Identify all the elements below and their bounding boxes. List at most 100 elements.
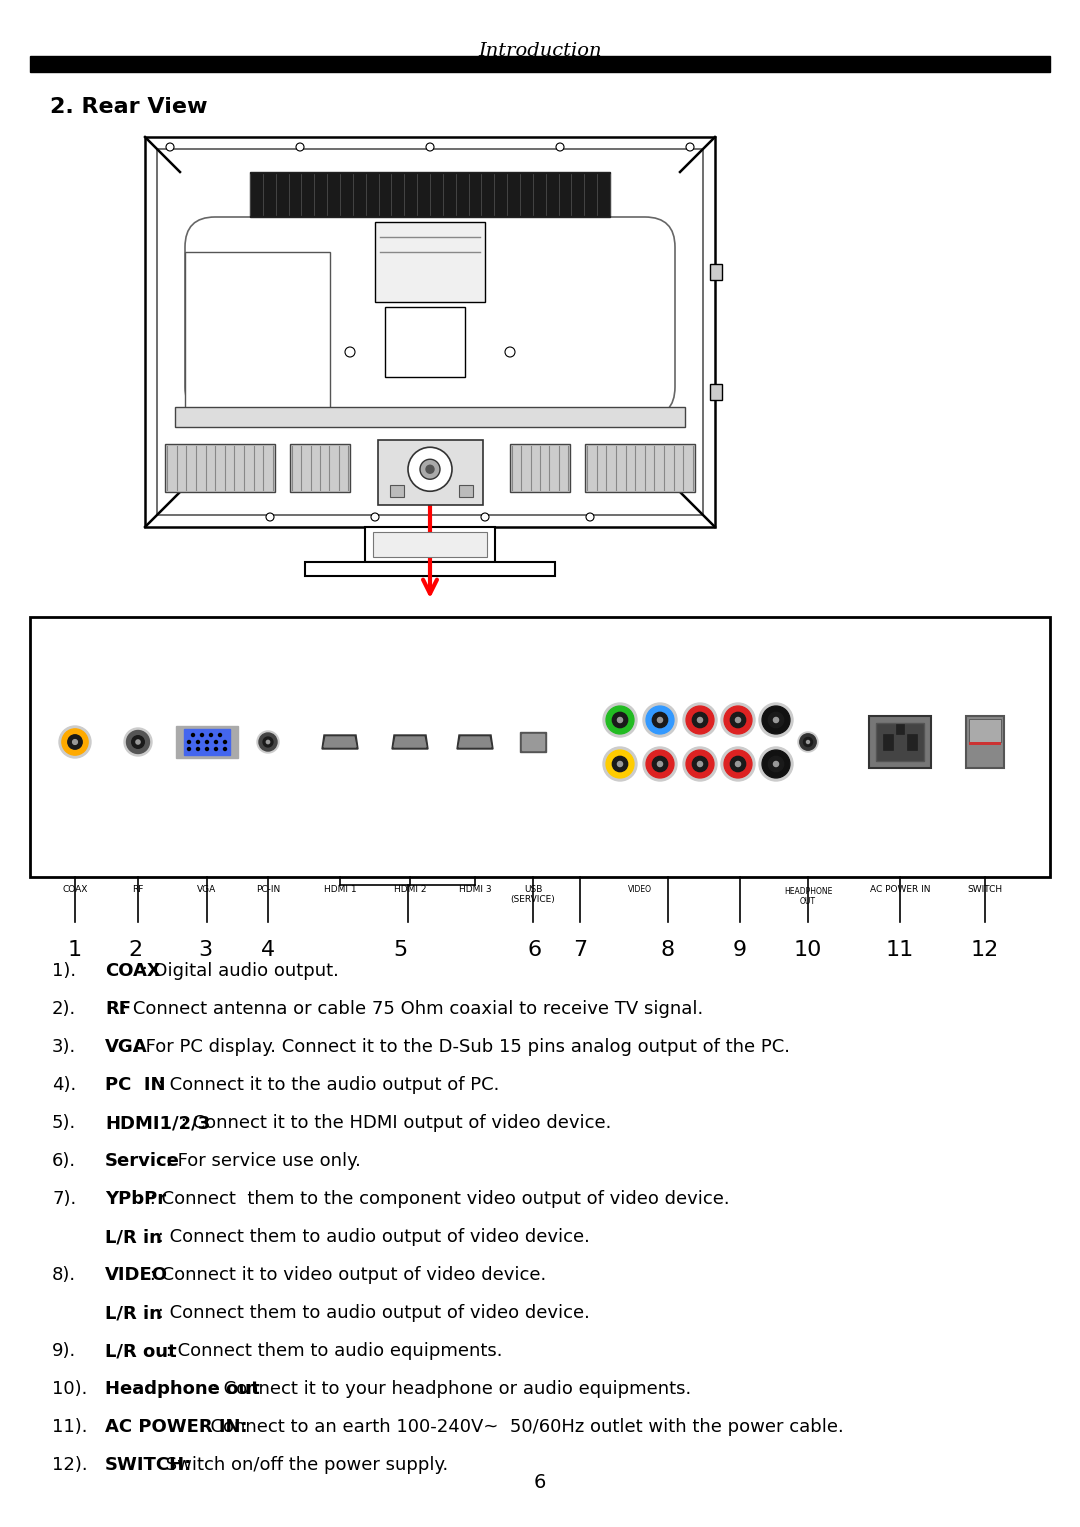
Text: : Connect them to audio equipments.: : Connect them to audio equipments. xyxy=(160,1342,502,1361)
Bar xyxy=(384,307,465,377)
Circle shape xyxy=(721,747,755,780)
Bar xyxy=(365,527,495,562)
Text: 3).: 3). xyxy=(52,1038,77,1057)
Text: AC POWER IN:: AC POWER IN: xyxy=(105,1419,247,1435)
Circle shape xyxy=(556,144,564,151)
Bar xyxy=(585,444,696,492)
Text: : Digital audio output.: : Digital audio output. xyxy=(136,962,339,980)
Bar xyxy=(459,486,473,496)
Circle shape xyxy=(618,718,622,722)
Bar xyxy=(710,264,723,279)
Bar xyxy=(896,724,904,734)
Circle shape xyxy=(804,738,812,747)
Text: : Connect them to audio output of video device.: : Connect them to audio output of video … xyxy=(152,1228,590,1246)
Circle shape xyxy=(264,738,273,747)
Circle shape xyxy=(124,728,152,756)
Polygon shape xyxy=(322,734,357,750)
Circle shape xyxy=(296,144,303,151)
Text: HDMI 3: HDMI 3 xyxy=(459,886,491,893)
Circle shape xyxy=(372,513,379,521)
Circle shape xyxy=(481,513,489,521)
Polygon shape xyxy=(459,738,491,747)
Bar xyxy=(165,444,275,492)
Bar xyxy=(305,562,555,576)
Text: COAX: COAX xyxy=(63,886,87,893)
Text: 2. Rear View: 2. Rear View xyxy=(50,98,207,118)
Text: 1).: 1). xyxy=(52,962,76,980)
Text: RF: RF xyxy=(133,886,144,893)
Circle shape xyxy=(505,347,515,357)
Circle shape xyxy=(686,144,694,151)
Circle shape xyxy=(188,741,190,744)
Circle shape xyxy=(658,718,662,722)
Text: SWITCH: SWITCH xyxy=(968,886,1002,893)
Circle shape xyxy=(191,733,194,736)
Circle shape xyxy=(136,741,140,744)
Circle shape xyxy=(201,733,203,736)
Text: HDMI 2: HDMI 2 xyxy=(394,886,427,893)
Text: 3: 3 xyxy=(198,941,212,960)
Polygon shape xyxy=(324,738,356,747)
Text: 2).: 2). xyxy=(52,1000,77,1019)
Circle shape xyxy=(759,702,793,738)
Circle shape xyxy=(188,748,190,750)
Bar xyxy=(907,734,917,750)
Bar xyxy=(869,716,931,768)
Text: : Connect antenna or cable 75 Ohm coaxial to receive TV signal.: : Connect antenna or cable 75 Ohm coaxia… xyxy=(121,1000,703,1019)
Circle shape xyxy=(166,144,174,151)
Circle shape xyxy=(266,513,274,521)
Text: 9: 9 xyxy=(733,941,747,960)
Circle shape xyxy=(612,756,627,771)
Bar xyxy=(883,734,893,750)
Circle shape xyxy=(800,734,816,750)
Bar xyxy=(522,734,544,750)
Circle shape xyxy=(798,731,818,751)
Circle shape xyxy=(62,728,89,756)
Text: : Connect it to the HDMI output of video device.: : Connect it to the HDMI output of video… xyxy=(175,1115,611,1132)
Circle shape xyxy=(721,702,755,738)
Text: VIDEO: VIDEO xyxy=(105,1266,168,1284)
Text: 8).: 8). xyxy=(52,1266,76,1284)
Text: HDMI 1: HDMI 1 xyxy=(324,886,356,893)
Text: : Connect  them to the component video output of video device.: : Connect them to the component video ou… xyxy=(144,1190,730,1208)
Circle shape xyxy=(724,750,752,777)
Bar xyxy=(157,150,703,515)
Text: Headphone out: Headphone out xyxy=(105,1380,260,1399)
Circle shape xyxy=(218,733,221,736)
Text: L/R in: L/R in xyxy=(105,1228,162,1246)
Text: 7).: 7). xyxy=(52,1190,77,1208)
Text: 10: 10 xyxy=(794,941,822,960)
Bar xyxy=(249,173,610,217)
Circle shape xyxy=(643,747,677,780)
Circle shape xyxy=(612,713,627,728)
Circle shape xyxy=(762,705,789,734)
Circle shape xyxy=(686,705,714,734)
Circle shape xyxy=(768,713,784,728)
Circle shape xyxy=(603,747,637,780)
Text: 5).: 5). xyxy=(52,1115,77,1132)
Bar xyxy=(519,731,546,751)
Text: : Connect it to your headphone or audio equipments.: : Connect it to your headphone or audio … xyxy=(206,1380,691,1399)
Text: HDMI1/2/3: HDMI1/2/3 xyxy=(105,1115,211,1132)
Text: L/R out: L/R out xyxy=(105,1342,177,1361)
Circle shape xyxy=(603,702,637,738)
Circle shape xyxy=(773,718,779,722)
Circle shape xyxy=(683,702,717,738)
Text: PC  IN: PC IN xyxy=(105,1077,165,1093)
Circle shape xyxy=(643,702,677,738)
Circle shape xyxy=(606,750,634,777)
Bar xyxy=(30,56,1050,72)
Circle shape xyxy=(586,513,594,521)
Text: AC POWER IN: AC POWER IN xyxy=(869,886,930,893)
Circle shape xyxy=(210,733,213,736)
Text: Introduction: Introduction xyxy=(478,43,602,60)
Circle shape xyxy=(426,466,434,473)
Text: 4).: 4). xyxy=(52,1077,77,1093)
Text: SWITCH:: SWITCH: xyxy=(105,1457,192,1474)
Bar xyxy=(969,742,1001,745)
Text: 5: 5 xyxy=(393,941,407,960)
Polygon shape xyxy=(392,734,428,750)
Text: L/R in: L/R in xyxy=(105,1304,162,1322)
Circle shape xyxy=(658,762,662,767)
Text: 8: 8 xyxy=(661,941,675,960)
